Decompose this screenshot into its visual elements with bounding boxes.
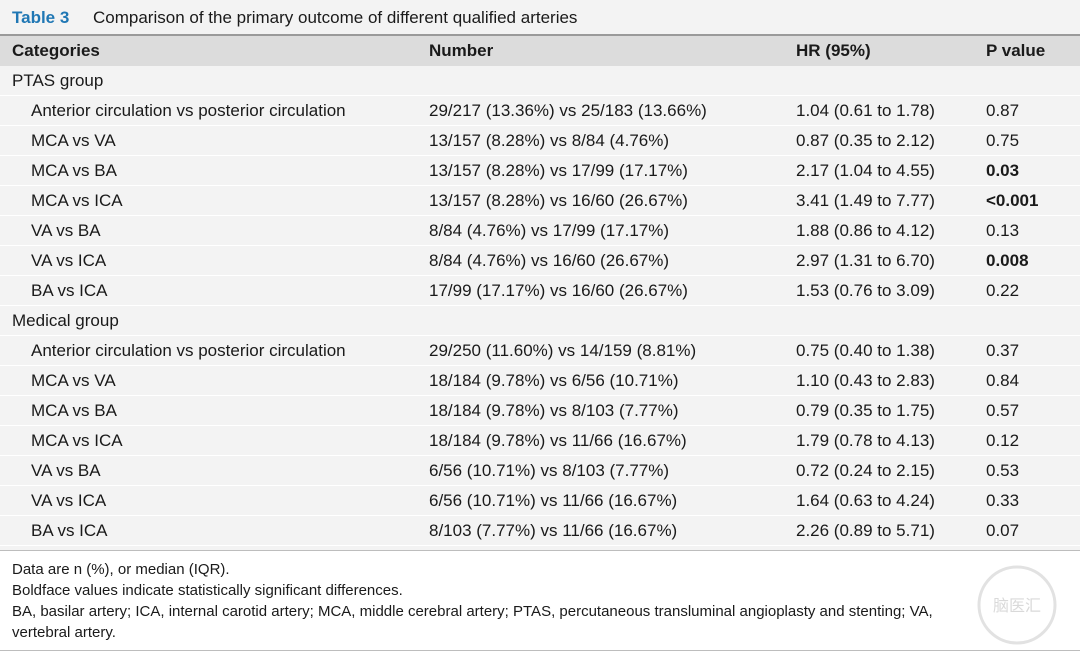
cell-category: VA vs ICA xyxy=(31,251,107,270)
cell-hr: 1.88 (0.86 to 4.12) xyxy=(796,221,935,240)
cell-hr: 1.04 (0.61 to 1.78) xyxy=(796,101,935,120)
table-row: MCA vs BA 18/184 (9.78%) vs 8/103 (7.77%)… xyxy=(0,396,1080,426)
cell-category: VA vs BA xyxy=(31,461,101,480)
group-label: Medical group xyxy=(12,311,119,330)
table-row: MCA vs ICA 18/184 (9.78%) vs 11/66 (16.67… xyxy=(0,426,1080,456)
cell-category: MCA vs ICA xyxy=(31,431,123,450)
table-row: VA vs ICA 8/84 (4.76%) vs 16/60 (26.67%) 2… xyxy=(0,246,1080,276)
cell-hr: 2.26 (0.89 to 5.71) xyxy=(796,521,935,540)
footnote: vertebral artery. xyxy=(12,624,116,641)
cell-number: 8/84 (4.76%) vs 16/60 (26.67%) xyxy=(429,251,670,270)
table-body: PTAS group Anterior circulation vs poster… xyxy=(0,66,1080,550)
cell-p-value: 0.84 xyxy=(986,371,1020,390)
cell-number: 13/157 (8.28%) vs 8/84 (4.76%) xyxy=(429,131,670,150)
header-p-value: P value xyxy=(986,41,1046,60)
cell-category: MCA vs VA xyxy=(31,131,116,150)
bottom-rule xyxy=(0,650,1080,651)
cell-hr: 1.64 (0.63 to 4.24) xyxy=(796,491,935,510)
cell-hr: 1.79 (0.78 to 4.13) xyxy=(796,431,935,450)
cell-p-value: 0.87 xyxy=(986,101,1020,120)
cell-category: MCA vs BA xyxy=(31,161,117,180)
cell-number: 8/103 (7.77%) vs 11/66 (16.67%) xyxy=(429,521,678,540)
cell-p-value: 0.008 xyxy=(986,251,1029,270)
cell-number: 13/157 (8.28%) vs 16/60 (26.67%) xyxy=(429,191,688,210)
cell-hr: 0.72 (0.24 to 2.15) xyxy=(796,461,935,480)
cell-category: BA vs ICA xyxy=(31,521,108,540)
cell-category: MCA vs VA xyxy=(31,371,116,390)
table-label: Table 3 xyxy=(12,8,70,27)
table-row: BA vs ICA 8/103 (7.77%) vs 11/66 (16.67%)… xyxy=(0,516,1080,546)
cell-hr: 0.79 (0.35 to 1.75) xyxy=(796,401,935,420)
cell-category: VA vs ICA xyxy=(31,491,107,510)
group-row: Medical group xyxy=(0,306,1080,336)
table-row: MCA vs VA 13/157 (8.28%) vs 8/84 (4.76%) 0… xyxy=(0,126,1080,156)
group-label: PTAS group xyxy=(12,71,104,90)
header-number: Number xyxy=(429,41,494,60)
cell-p-value: 0.22 xyxy=(986,281,1020,300)
cell-number: 6/56 (10.71%) vs 8/103 (7.77%) xyxy=(429,461,670,480)
cell-hr: 1.10 (0.43 to 2.83) xyxy=(796,371,935,390)
cell-p-value: 0.57 xyxy=(986,401,1020,420)
cell-p-value: <0.001 xyxy=(986,191,1039,210)
cell-p-value: 0.37 xyxy=(986,341,1020,360)
cell-p-value: 0.53 xyxy=(986,461,1020,480)
cell-hr: 2.97 (1.31 to 6.70) xyxy=(796,251,935,270)
footnote: Data are n (%), or median (IQR). xyxy=(12,561,230,578)
cell-number: 17/99 (17.17%) vs 16/60 (26.67%) xyxy=(429,281,688,300)
cell-p-value: 0.13 xyxy=(986,221,1020,240)
cell-p-value: 0.33 xyxy=(986,491,1020,510)
cell-number: 8/84 (4.76%) vs 17/99 (17.17%) xyxy=(429,221,670,240)
cell-hr: 2.17 (1.04 to 4.55) xyxy=(796,161,935,180)
table-row: MCA vs BA 13/157 (8.28%) vs 17/99 (17.17%… xyxy=(0,156,1080,186)
cell-category: BA vs ICA xyxy=(31,281,108,300)
cell-category: MCA vs BA xyxy=(31,401,117,420)
table-caption: Comparison of the primary outcome of dif… xyxy=(93,8,578,27)
table-row: BA vs ICA 17/99 (17.17%) vs 16/60 (26.67%… xyxy=(0,276,1080,306)
table-row: Anterior circulation vs posterior circul… xyxy=(0,336,1080,366)
cell-number: 13/157 (8.28%) vs 17/99 (17.17%) xyxy=(429,161,688,180)
cell-number: 29/217 (13.36%) vs 25/183 (13.66%) xyxy=(429,101,707,120)
cell-category: VA vs BA xyxy=(31,221,101,240)
cell-number: 18/184 (9.78%) vs 6/56 (10.71%) xyxy=(429,371,679,390)
cell-category: Anterior circulation vs posterior circul… xyxy=(31,341,346,360)
footnote: Boldface values indicate statistically s… xyxy=(12,582,403,599)
cell-hr: 3.41 (1.49 to 7.77) xyxy=(796,191,935,210)
cell-number: 18/184 (9.78%) vs 11/66 (16.67%) xyxy=(429,431,687,450)
cell-hr: 1.53 (0.76 to 3.09) xyxy=(796,281,935,300)
table-title-bar: Table 3 Comparison of the primary outcom… xyxy=(0,0,1080,36)
cell-number: 6/56 (10.71%) vs 11/66 (16.67%) xyxy=(429,491,678,510)
cell-number: 18/184 (9.78%) vs 8/103 (7.77%) xyxy=(429,401,679,420)
cell-p-value: 0.03 xyxy=(986,161,1020,180)
footnote: BA, basilar artery; ICA, internal caroti… xyxy=(12,603,933,620)
table-header: Categories Number HR (95%) P value xyxy=(0,36,1080,66)
cell-hr: 0.75 (0.40 to 1.38) xyxy=(796,341,935,360)
cell-category: Anterior circulation vs posterior circul… xyxy=(31,101,346,120)
header-hr: HR (95%) xyxy=(796,41,871,60)
table-footnotes: Data are n (%), or median (IQR). Boldfac… xyxy=(0,550,1080,651)
cell-number: 29/250 (11.60%) vs 14/159 (8.81%) xyxy=(429,341,697,360)
cell-hr: 0.87 (0.35 to 2.12) xyxy=(796,131,935,150)
cell-p-value: 0.07 xyxy=(986,521,1020,540)
table-row: Anterior circulation vs posterior circul… xyxy=(0,96,1080,126)
header-categories: Categories xyxy=(12,41,100,60)
table-row: MCA vs ICA 13/157 (8.28%) vs 16/60 (26.67… xyxy=(0,186,1080,216)
table-row: MCA vs VA 18/184 (9.78%) vs 6/56 (10.71%)… xyxy=(0,366,1080,396)
table-row: VA vs BA 8/84 (4.76%) vs 17/99 (17.17%) 1.… xyxy=(0,216,1080,246)
cell-p-value: 0.75 xyxy=(986,131,1020,150)
cell-category: MCA vs ICA xyxy=(31,191,123,210)
watermark-text: 脑医汇 xyxy=(993,596,1041,615)
table-row: VA vs ICA 6/56 (10.71%) vs 11/66 (16.67%)… xyxy=(0,486,1080,516)
cell-p-value: 0.12 xyxy=(986,431,1020,450)
circle-logo-watermark-icon: 脑医汇 xyxy=(977,565,1057,645)
table-row: VA vs BA 6/56 (10.71%) vs 8/103 (7.77%) 0.… xyxy=(0,456,1080,486)
group-row: PTAS group xyxy=(0,66,1080,96)
